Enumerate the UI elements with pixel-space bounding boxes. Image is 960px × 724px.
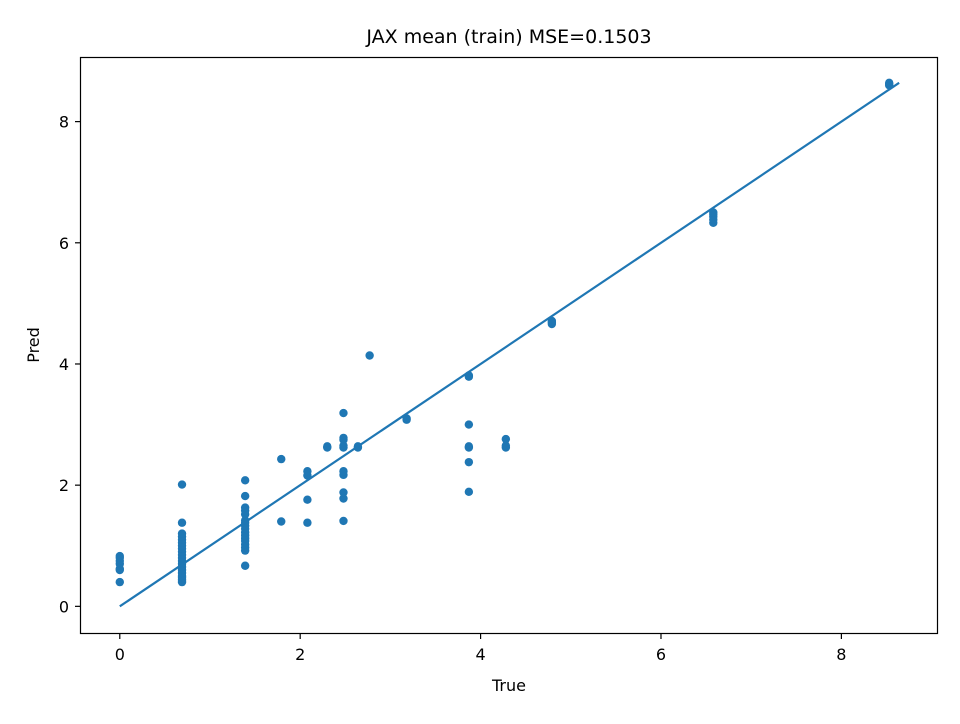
data-point (339, 516, 348, 526)
chart-title: JAX mean (train) MSE=0.1503 (365, 26, 651, 48)
data-point (339, 488, 348, 497)
data-point (464, 442, 474, 451)
data-point (464, 457, 474, 467)
data-point (240, 561, 250, 570)
data-point (501, 441, 511, 450)
identity-line (119, 81, 900, 608)
data-point (501, 434, 511, 444)
data-point (115, 551, 124, 561)
data-point (402, 414, 411, 423)
data-point (323, 442, 332, 451)
data-point (303, 495, 312, 504)
x-tick-label: 8 (836, 645, 846, 664)
data-point (884, 78, 894, 88)
axes-frame (79, 56, 939, 635)
y-tick-label: 0 (59, 597, 69, 616)
data-point (303, 518, 312, 527)
y-tick-label: 4 (59, 355, 69, 374)
data-point (277, 517, 286, 526)
y-tick-label: 8 (59, 113, 69, 132)
data-point (240, 491, 250, 501)
data-point (464, 420, 474, 429)
x-tick-label: 4 (475, 645, 485, 664)
axis-ticks: 0 2 4 6 8 0 2 4 6 8 (59, 113, 847, 664)
data-point (240, 503, 250, 512)
data-point (339, 467, 348, 476)
data-point (464, 487, 474, 497)
data-point (303, 467, 312, 476)
y-axis-label: Pred (24, 327, 43, 363)
data-point (339, 441, 348, 450)
data-point (240, 476, 250, 485)
plot-area (115, 78, 900, 608)
y-tick-label: 6 (59, 234, 69, 253)
data-point (115, 577, 124, 587)
data-point (177, 529, 187, 538)
x-tick-label: 2 (295, 645, 305, 664)
data-point (339, 494, 348, 503)
data-point (339, 433, 348, 443)
data-point (277, 454, 286, 464)
data-point (177, 518, 187, 527)
x-tick-label: 0 (115, 645, 125, 664)
data-point (177, 480, 187, 489)
data-point (709, 208, 718, 217)
data-point (339, 408, 348, 418)
x-axis-label: True (491, 676, 526, 695)
data-point (547, 316, 557, 326)
x-tick-label: 6 (656, 645, 666, 664)
y-tick-label: 2 (59, 476, 69, 495)
data-point (365, 351, 374, 360)
